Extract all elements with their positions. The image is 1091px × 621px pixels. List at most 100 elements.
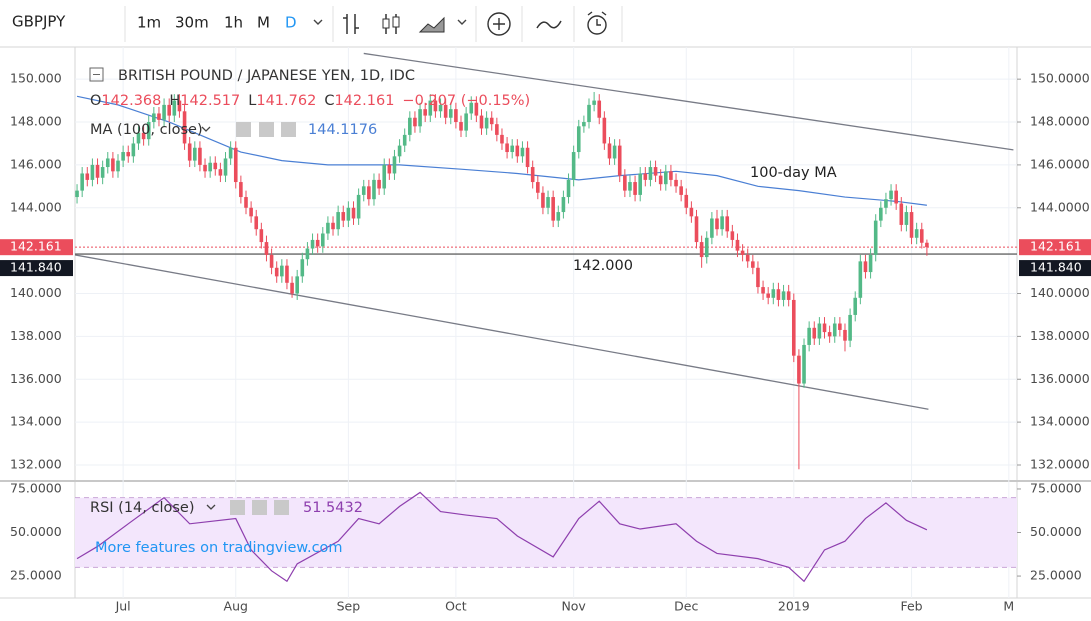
candle-body — [233, 147, 238, 183]
candle-body — [925, 242, 929, 248]
candle-body — [346, 207, 351, 221]
candle-body — [152, 113, 156, 123]
candle-body — [203, 164, 207, 172]
candle-body — [658, 175, 663, 185]
candle-body — [633, 182, 637, 195]
price-tag-label: 142.161 — [1030, 239, 1082, 254]
remove-icon[interactable] — [274, 500, 289, 515]
candle-body — [413, 117, 417, 127]
settings-icon[interactable] — [259, 122, 274, 137]
y-tick-label: 138.000 — [10, 328, 62, 343]
dropdown[interactable] — [313, 19, 323, 25]
candle-body — [812, 327, 817, 339]
y-tick-label: 134.000 — [10, 414, 62, 429]
interval[interactable]: 1m — [137, 14, 161, 32]
candle-body — [761, 287, 765, 294]
candle-body — [361, 186, 366, 195]
alert-icon[interactable] — [587, 15, 607, 35]
candle-body — [868, 254, 873, 273]
area-icon[interactable] — [418, 16, 445, 33]
candle-body — [832, 323, 837, 337]
x-tick-label: Aug — [224, 599, 248, 614]
candle-body — [500, 134, 504, 144]
candle-body — [382, 164, 387, 189]
symbol[interactable]: GBPJPY — [12, 13, 66, 31]
remove-icon[interactable] — [281, 122, 296, 137]
dropdown[interactable] — [457, 19, 467, 25]
candle-body — [899, 203, 904, 225]
candle-body — [274, 267, 279, 277]
eye-icon[interactable] — [236, 122, 251, 137]
candle-body — [582, 122, 586, 127]
candle-body — [781, 291, 786, 300]
rsi-legend: RSI (14, close) — [90, 500, 195, 516]
candle-body — [571, 152, 576, 180]
rsi-line — [76, 491, 928, 583]
ma-legend: MA (100, close) — [90, 122, 203, 138]
candle-body — [387, 164, 392, 174]
price-tag — [0, 260, 73, 277]
candle-body — [669, 171, 673, 180]
candle-body — [684, 194, 689, 208]
annotation: 100-day MA — [750, 165, 837, 181]
ma-line — [76, 95, 927, 206]
candle-body — [530, 167, 535, 183]
candle-body — [367, 186, 371, 200]
interval-active[interactable]: D — [285, 14, 297, 32]
y-tick-label: 146.000 — [10, 156, 62, 171]
candle-body — [336, 212, 340, 230]
rsi-tick-label: 50.0000 — [1030, 524, 1082, 539]
candle-body — [305, 248, 310, 260]
dropdown[interactable] — [201, 126, 211, 132]
y2-tick-label: 150.0000 — [1030, 71, 1090, 86]
indicators-icon[interactable] — [536, 20, 562, 29]
candle-body — [285, 265, 289, 283]
candle-body — [192, 147, 197, 161]
candle-body — [464, 113, 468, 131]
candle-body — [771, 289, 776, 298]
candle-body — [838, 323, 842, 330]
interval[interactable]: 1h — [224, 14, 243, 32]
eye-icon[interactable] — [230, 500, 245, 515]
candle-body — [884, 199, 888, 208]
x-tick-label: Jul — [115, 599, 131, 614]
candle-body — [372, 179, 376, 200]
interval[interactable]: M — [257, 14, 270, 32]
candle-body — [146, 122, 151, 140]
candle-body — [351, 207, 356, 219]
settings-icon[interactable] — [252, 500, 267, 515]
candle-body — [520, 147, 525, 157]
candle-body — [643, 173, 648, 180]
ohlc-legend: O142.368 H142.517 L141.762 C142.161 −0.207 (… — [90, 93, 530, 109]
promo-link[interactable]: More features on tradingview.com — [95, 540, 343, 556]
candle-body — [710, 218, 714, 238]
candle-body — [597, 100, 602, 118]
candle-body — [397, 145, 402, 157]
candle-body — [848, 314, 852, 341]
candle-body — [638, 173, 642, 195]
candle-body — [116, 160, 120, 172]
candle-body — [320, 233, 325, 247]
compare-icon[interactable] — [487, 12, 511, 36]
bars-icon[interactable] — [343, 14, 359, 34]
rsi-tick-label: 25.0000 — [10, 568, 62, 583]
price-tag-label: 141.840 — [10, 260, 62, 275]
y-tick-label: 140.000 — [10, 285, 62, 300]
candle-body — [879, 207, 883, 221]
interval[interactable]: 30m — [175, 14, 209, 32]
candle-body — [249, 207, 253, 217]
candle-body — [315, 239, 320, 247]
candles-icon[interactable] — [392, 16, 400, 28]
ma-value: 144.1176 — [308, 122, 377, 138]
candle-body — [495, 124, 499, 135]
dropdown[interactable] — [206, 504, 216, 510]
rsi-tick-label: 25.0000 — [1030, 568, 1082, 583]
candles-icon[interactable] — [382, 18, 390, 29]
y2-tick-label: 136.0000 — [1030, 371, 1090, 386]
candle-body — [730, 231, 735, 240]
candle-body — [715, 218, 719, 230]
candle-body — [653, 167, 658, 176]
candle-body — [556, 212, 561, 221]
collapse-icon[interactable] — [89, 67, 104, 82]
